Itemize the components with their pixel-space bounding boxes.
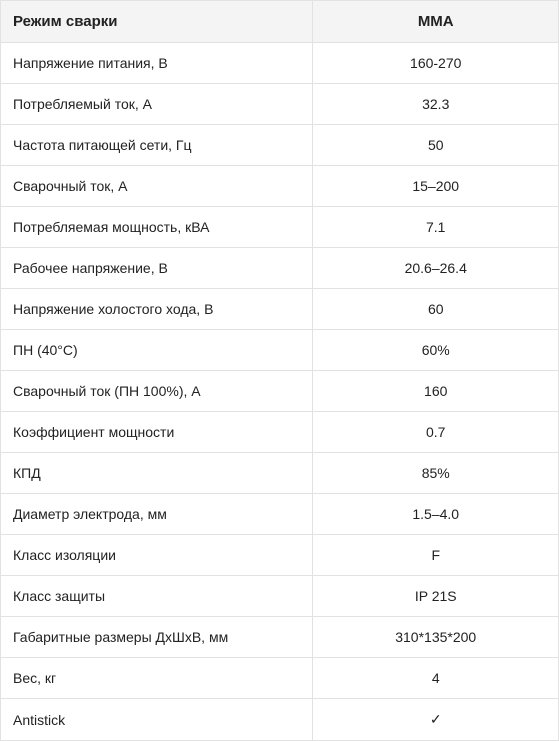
cell-value: 60%: [313, 330, 559, 371]
cell-value: 15–200: [313, 166, 559, 207]
cell-param: Сварочный ток, А: [1, 166, 313, 207]
cell-param: Вес, кг: [1, 658, 313, 699]
cell-param: ПН (40°С): [1, 330, 313, 371]
cell-value: 160: [313, 371, 559, 412]
cell-param: Напряжение питания, В: [1, 43, 313, 84]
cell-param: Габаритные размеры ДхШхВ, мм: [1, 617, 313, 658]
cell-param: Потребляемая мощность, кВА: [1, 207, 313, 248]
cell-value: 160-270: [313, 43, 559, 84]
table-row: Вес, кг 4: [1, 658, 559, 699]
cell-param: Класс изоляции: [1, 535, 313, 576]
cell-param: Сварочный ток (ПН 100%), А: [1, 371, 313, 412]
cell-value: 85%: [313, 453, 559, 494]
table-row: КПД 85%: [1, 453, 559, 494]
cell-param: Диаметр электрода, мм: [1, 494, 313, 535]
cell-param: Частота питающей сети, Гц: [1, 125, 313, 166]
table-row: Рабочее напряжение, В 20.6–26.4: [1, 248, 559, 289]
cell-param: Рабочее напряжение, В: [1, 248, 313, 289]
cell-param: КПД: [1, 453, 313, 494]
cell-param: Коэффициент мощности: [1, 412, 313, 453]
cell-value: 32.3: [313, 84, 559, 125]
cell-value: 20.6–26.4: [313, 248, 559, 289]
table-row: Напряжение холостого хода, В 60: [1, 289, 559, 330]
table-row: Класс изоляции F: [1, 535, 559, 576]
table-row: Потребляемая мощность, кВА 7.1: [1, 207, 559, 248]
table-row: Потребляемый ток, А 32.3: [1, 84, 559, 125]
table-row: Напряжение питания, В 160-270: [1, 43, 559, 84]
cell-param: Класс защиты: [1, 576, 313, 617]
cell-value: F: [313, 535, 559, 576]
cell-param: Напряжение холостого хода, В: [1, 289, 313, 330]
cell-value: 7.1: [313, 207, 559, 248]
cell-value: 0.7: [313, 412, 559, 453]
cell-value: IP 21S: [313, 576, 559, 617]
table-row: Сварочный ток, А 15–200: [1, 166, 559, 207]
cell-value: 4: [313, 658, 559, 699]
cell-value: 310*135*200: [313, 617, 559, 658]
column-header-param: Режим сварки: [1, 1, 313, 43]
cell-value: 1.5–4.0: [313, 494, 559, 535]
table-row: Класс защиты IP 21S: [1, 576, 559, 617]
table-row: Коэффициент мощности 0.7: [1, 412, 559, 453]
cell-value: 60: [313, 289, 559, 330]
cell-value: 50: [313, 125, 559, 166]
cell-param: Потребляемый ток, А: [1, 84, 313, 125]
table-header-row: Режим сварки MMA: [1, 1, 559, 43]
table-row: Сварочный ток (ПН 100%), А 160: [1, 371, 559, 412]
spec-table: Режим сварки MMA Напряжение питания, В 1…: [0, 0, 559, 741]
table-row: Частота питающей сети, Гц 50: [1, 125, 559, 166]
table-row: ПН (40°С) 60%: [1, 330, 559, 371]
column-header-value: MMA: [313, 1, 559, 43]
table-row: Диаметр электрода, мм 1.5–4.0: [1, 494, 559, 535]
table-row: Габаритные размеры ДхШхВ, мм 310*135*200: [1, 617, 559, 658]
